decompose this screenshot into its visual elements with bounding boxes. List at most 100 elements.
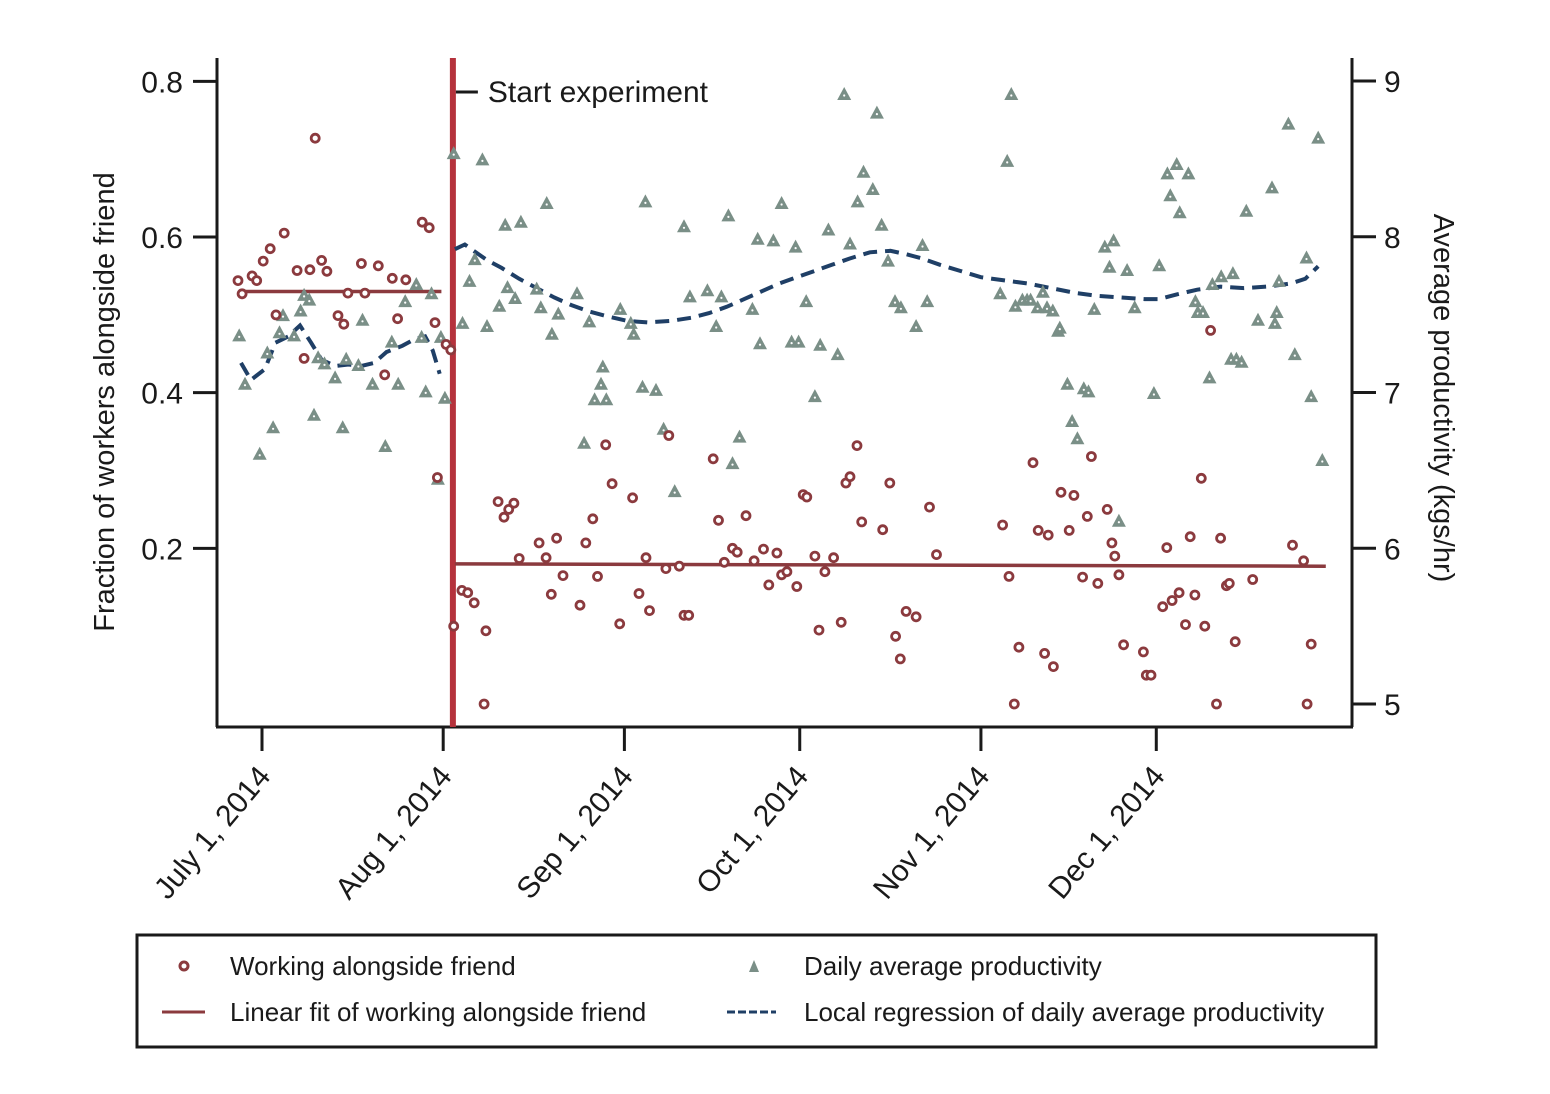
friend-point — [338, 318, 350, 330]
friend-point — [924, 501, 935, 513]
friend-point — [540, 552, 552, 564]
friend-point — [1077, 571, 1088, 583]
friend-point — [894, 653, 906, 665]
friend-point — [1032, 525, 1044, 536]
friend-point — [574, 599, 586, 611]
friend-point — [856, 516, 868, 528]
productivity-point — [1127, 300, 1142, 314]
friend-point — [844, 471, 856, 483]
friend-point — [1113, 569, 1125, 581]
friend-point — [316, 254, 328, 266]
friend-point — [781, 566, 793, 578]
friend-point — [931, 549, 942, 560]
productivity-point — [378, 439, 393, 452]
friend-point — [551, 532, 562, 544]
friend-point — [633, 588, 645, 599]
productivity-point — [915, 238, 930, 251]
productivity-point — [498, 217, 513, 231]
friend-point — [278, 227, 290, 239]
productivity-point — [455, 315, 470, 329]
friend-point — [1301, 698, 1313, 710]
friend-point — [1081, 511, 1093, 522]
productivity-point — [753, 336, 767, 350]
productivity-point — [424, 286, 439, 300]
productivity-point — [391, 376, 406, 390]
productivity-point — [821, 222, 836, 236]
productivity-point — [260, 345, 275, 359]
friend-point — [592, 571, 603, 582]
productivity-point — [1299, 250, 1314, 264]
productivity-point — [1097, 239, 1112, 253]
friend-point — [1086, 451, 1097, 462]
productivity-point — [1169, 157, 1184, 170]
friend-point — [1027, 457, 1039, 469]
friend-point — [771, 547, 783, 559]
friend-point — [513, 553, 525, 564]
y-right-tick-label: 6 — [1384, 533, 1401, 566]
friend-point — [1180, 619, 1191, 630]
productivity-point — [830, 347, 845, 361]
productivity-point — [1008, 298, 1023, 312]
productivity-point — [462, 273, 477, 287]
y-right-tick-label: 9 — [1384, 66, 1401, 99]
productivity-point — [307, 407, 321, 421]
friend-point — [813, 624, 825, 636]
friend-point — [614, 618, 626, 630]
friend-point — [264, 243, 276, 255]
friend-point — [332, 310, 344, 322]
productivity-point — [1251, 312, 1265, 326]
friend-point — [1184, 531, 1196, 543]
productivity-point — [1045, 303, 1060, 317]
x-tick-label: Dec 1, 2014 — [1042, 760, 1171, 905]
productivity-point — [311, 350, 326, 364]
productivity-point — [492, 298, 507, 312]
friend-point — [355, 258, 367, 269]
friend-point — [1157, 601, 1169, 613]
y-right-tick-label: 8 — [1384, 222, 1401, 255]
y-left-tick-label: 0.4 — [141, 378, 183, 411]
friend-point — [627, 492, 638, 504]
friend-point — [1008, 698, 1020, 710]
productivity-point — [398, 294, 413, 308]
productivity-point — [238, 376, 252, 390]
productivity-point — [587, 392, 602, 406]
friend-point — [748, 555, 760, 567]
friend-point — [877, 524, 889, 536]
data-points — [232, 87, 1330, 710]
productivity-point — [920, 294, 935, 308]
productivity-point — [1281, 116, 1296, 130]
productivity-point — [1106, 233, 1121, 247]
friend-point — [731, 546, 743, 558]
friend-point — [321, 265, 333, 277]
friend-point — [1173, 587, 1185, 599]
friend-point — [1298, 555, 1309, 567]
friend-point — [663, 430, 675, 441]
productivity-point — [414, 329, 429, 343]
legend-label-productivity: Daily average productivity — [804, 951, 1102, 981]
friend-point — [342, 287, 354, 299]
productivity-point — [649, 382, 663, 396]
productivity-point — [1070, 431, 1085, 445]
legend: Working alongside friend Daily average p… — [135, 933, 1378, 1049]
productivity-point — [272, 325, 287, 339]
productivity-point — [750, 231, 765, 245]
legend-triangle-icon — [749, 960, 759, 972]
legend-circle-icon — [178, 960, 190, 972]
friend-point — [707, 453, 719, 465]
productivity-point — [293, 303, 308, 317]
friend-point — [640, 552, 652, 564]
x-tick-label: Aug 1, 2014 — [329, 760, 458, 905]
productivity-point — [667, 484, 682, 498]
productivity-point — [1234, 354, 1249, 368]
productivity-point — [1111, 513, 1126, 527]
productivity-point — [677, 219, 691, 233]
friend-point — [545, 588, 557, 600]
friend-point — [1042, 529, 1054, 541]
productivity-point — [881, 253, 895, 267]
productivity-point — [551, 306, 566, 320]
productivity-point — [1214, 269, 1229, 283]
friend-point — [683, 609, 695, 621]
friend-point — [309, 132, 321, 144]
productivity-point — [1023, 292, 1038, 306]
productivity-point — [888, 294, 902, 308]
